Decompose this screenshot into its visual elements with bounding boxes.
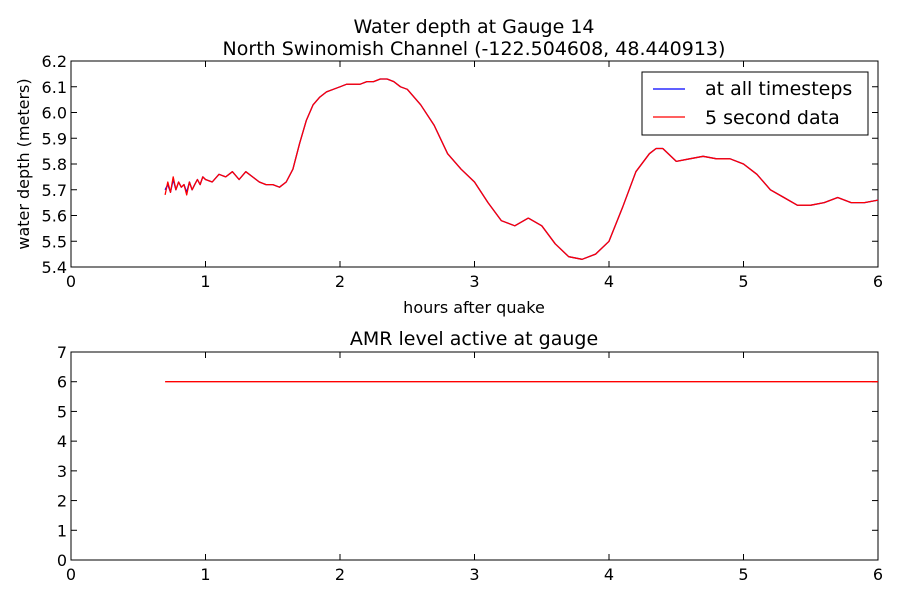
- x-tick-label: 6: [873, 272, 883, 291]
- depth-chart-legend: at all timesteps 5 second data: [641, 71, 869, 136]
- x-tick-label: 0: [66, 565, 76, 584]
- depth-chart-x-ticks: 0 1 2 3 4 5 6: [66, 61, 883, 291]
- x-tick-label: 6: [873, 565, 883, 584]
- y-tick-label: 5.8: [42, 155, 67, 174]
- amr-chart: AMR level active at gauge 0 1 2 3 4 5 6 0 1 2 3 4 5…: [57, 328, 883, 584]
- amr-chart-axes-frame: [70, 351, 879, 561]
- x-tick-label: 5: [738, 272, 748, 291]
- y-tick-label: 4: [57, 432, 67, 451]
- y-tick-label: 5.6: [42, 207, 67, 226]
- y-tick-label: 6.2: [42, 52, 67, 71]
- y-tick-label: 3: [57, 462, 67, 481]
- depth-chart-subtitle: North Swinomish Channel (-122.504608, 48…: [223, 38, 726, 60]
- legend-label-5-second-data: 5 second data: [705, 107, 840, 129]
- depth-chart-x-axis-label: hours after quake: [403, 298, 545, 317]
- depth-chart-series: [164, 78, 879, 260]
- amr-chart-x-ticks: 0 1 2 3 4 5 6: [66, 352, 883, 584]
- depth-chart-y-ticks: 5.4 5.5 5.6 5.7 5.8 5.9 6.0 6.1 6.2: [42, 52, 878, 277]
- amr-chart-title: AMR level active at gauge: [350, 328, 598, 350]
- y-tick-label: 1: [57, 521, 67, 540]
- legend-label-all-timesteps: at all timesteps: [705, 78, 852, 100]
- x-tick-label: 3: [469, 272, 479, 291]
- y-tick-label: 5.7: [42, 181, 67, 200]
- x-tick-label: 2: [335, 272, 345, 291]
- y-tick-label: 6: [57, 373, 67, 392]
- y-tick-label: 5.5: [42, 232, 67, 251]
- y-tick-label: 6.0: [42, 104, 67, 123]
- y-tick-label: 2: [57, 492, 67, 511]
- series-line-5-second-data: [164, 78, 879, 260]
- x-tick-label: 1: [200, 272, 210, 291]
- x-tick-label: 4: [604, 565, 614, 584]
- x-tick-label: 0: [66, 272, 76, 291]
- x-tick-label: 3: [469, 565, 479, 584]
- y-tick-label: 5.9: [42, 129, 67, 148]
- y-tick-label: 0: [57, 551, 67, 570]
- y-tick-label: 6.1: [42, 78, 67, 97]
- x-tick-label: 5: [738, 565, 748, 584]
- depth-chart-y-axis-label: water depth (meters): [14, 78, 33, 249]
- legend-box: [641, 71, 869, 136]
- x-tick-label: 1: [200, 565, 210, 584]
- y-tick-label: 7: [57, 343, 67, 362]
- y-tick-label: 5.4: [42, 258, 67, 277]
- depth-chart-title: Water depth at Gauge 14: [353, 16, 594, 38]
- y-tick-label: 5: [57, 402, 67, 421]
- x-tick-label: 4: [604, 272, 614, 291]
- x-tick-label: 2: [335, 565, 345, 584]
- depth-chart: Water depth at Gauge 14 North Swinomish …: [14, 16, 883, 317]
- amr-chart-y-ticks: 0 1 2 3 4 5 6 7: [57, 343, 878, 570]
